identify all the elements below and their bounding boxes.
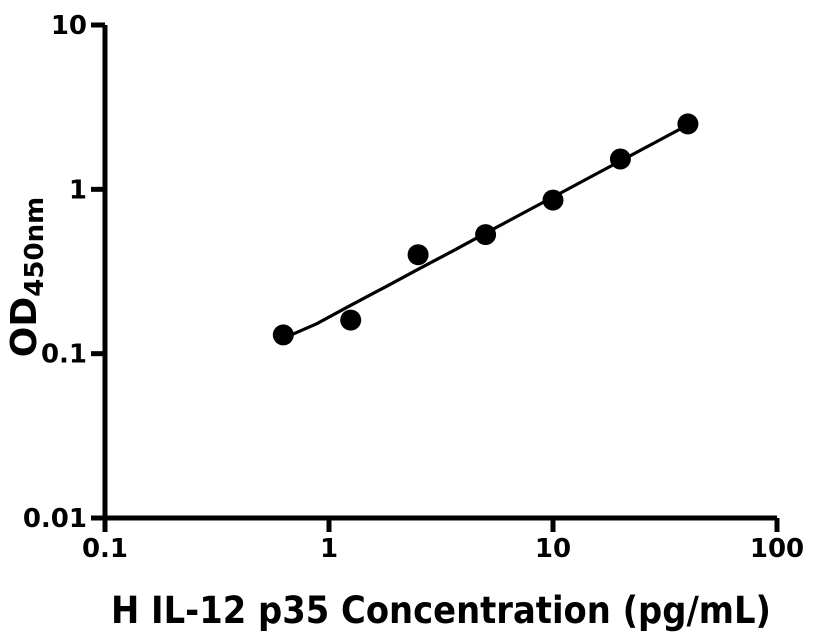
x-axis-title: H IL-12 p35 Concentration (pg/mL) [111,589,771,632]
x-tick-label: 1 [320,534,338,564]
x-tick-label: 100 [750,534,804,564]
x-tick-label: 0.1 [82,534,128,564]
y-tick-label: 1 [69,175,87,205]
y-tick-label: 0.01 [23,504,87,534]
axis-spines [102,25,777,521]
x-tick-label: 10 [535,534,571,564]
y-tick-label: 0.1 [41,340,87,370]
y-tick-label: 10 [51,11,87,41]
y-axis-title-main: OD [4,297,45,358]
data-points [272,113,699,346]
data-point-marker [677,113,699,135]
data-point-marker [407,244,429,266]
data-point-marker [475,224,497,246]
data-point-marker [340,309,362,331]
data-point-marker [609,148,631,170]
data-point-marker [542,189,564,211]
data-point-marker [272,324,294,346]
y-axis-title-subscript: 450nm [20,197,50,297]
y-axis-title: OD450nm [4,197,50,357]
